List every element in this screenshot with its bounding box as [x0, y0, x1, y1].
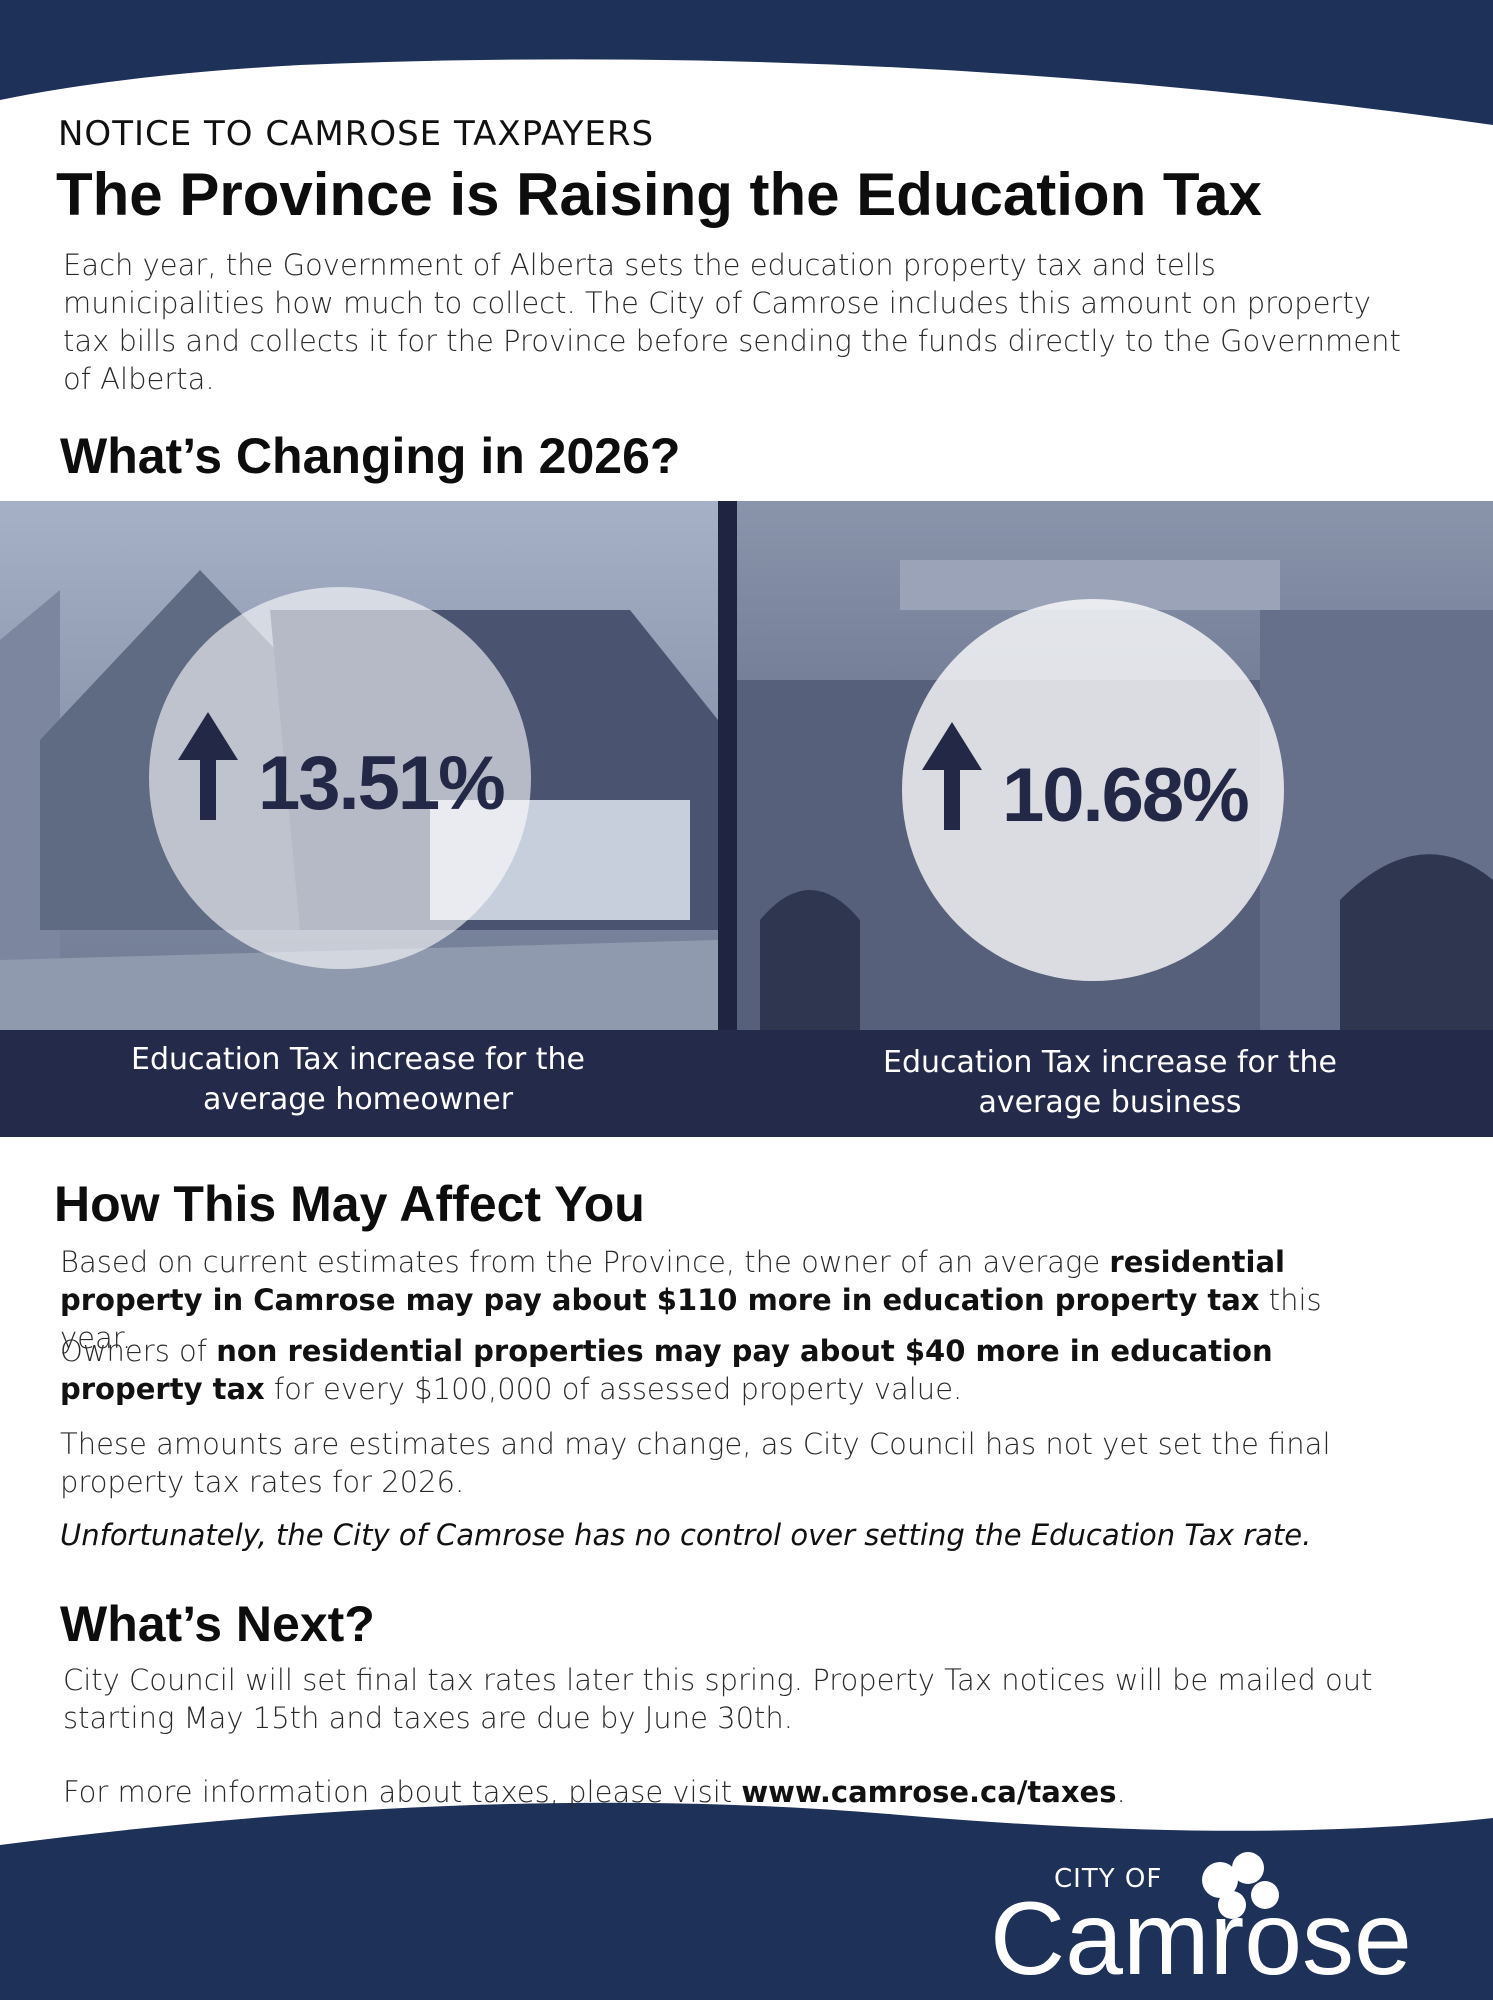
logo-big: Camrose: [990, 1881, 1412, 1997]
increase-value: 10.68%: [1002, 753, 1250, 838]
paragraph: These amounts are estimates and may chan…: [60, 1427, 1331, 1499]
photo-shape: [760, 890, 860, 1030]
paragraph: For more information about taxes, please…: [63, 1773, 1403, 1811]
section-heading: How This May Affect You: [54, 1176, 645, 1232]
bottom-band: [0, 1802, 1493, 2000]
caption-band: [0, 1030, 1493, 1137]
text: Based on current estimates from the Prov…: [60, 1245, 1110, 1279]
text: this year.: [60, 1283, 1322, 1355]
caption: Education Tax increase for the average h…: [131, 1042, 585, 1117]
strong-text: residential property in Camrose may pay …: [60, 1245, 1285, 1317]
highlight-circle: [149, 587, 531, 969]
link-text: www.camrose.ca/taxes: [741, 1775, 1117, 1809]
strong-text: non residential properties may pay about…: [60, 1334, 1273, 1406]
text: Owners of: [60, 1334, 217, 1368]
photo-shape: [1340, 854, 1493, 1030]
intro: Each year, the Government of Alberta set…: [63, 248, 1401, 396]
text: for every $100,000 of assessed property …: [264, 1372, 963, 1406]
increase-value: 13.51%: [258, 741, 506, 826]
notice: NOTICE TO CAMROSE TAXPAYERS: [58, 114, 655, 154]
section-heading: What’s Next?: [60, 1596, 375, 1652]
caption: Education Tax increase for the average b…: [883, 1045, 1337, 1120]
top-band: [0, 0, 1493, 125]
paragraph: Owners of non residential properties may…: [60, 1332, 1400, 1408]
photo-shape: [0, 940, 718, 1030]
text: For more information about taxes, please…: [63, 1775, 742, 1809]
paragraph: Based on current estimates from the Prov…: [60, 1243, 1400, 1357]
up-arrow: [178, 712, 238, 820]
title: The Province is Raising the Education Ta…: [56, 161, 1262, 228]
divider: [718, 501, 737, 1030]
text: .: [1116, 1775, 1126, 1809]
note: Unfortunately, the City of Camrose has n…: [60, 1518, 1312, 1552]
paragraph: City Council will set final tax rates la…: [63, 1663, 1373, 1735]
logo-small: CITY OF: [1054, 1864, 1163, 1894]
highlight-circle: [902, 599, 1284, 981]
up-arrow: [922, 722, 982, 830]
logo-flower: [1202, 1852, 1279, 1919]
section-heading: What’s Changing in 2026?: [60, 428, 681, 484]
